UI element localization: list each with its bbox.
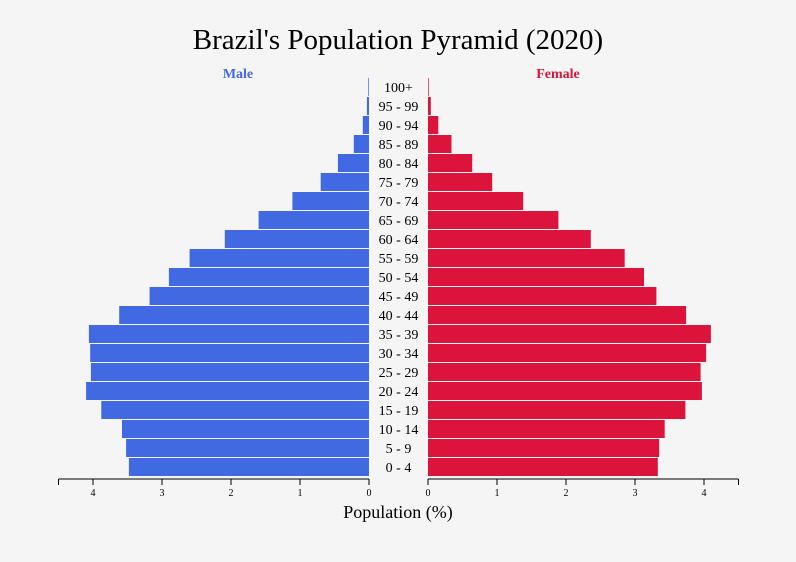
female-bar [428,344,707,362]
female-bar [428,78,429,96]
male-bars [86,78,370,476]
left-axis-tick-label: 3 [160,488,165,499]
age-group-label: 90 - 94 [379,119,419,134]
female-bar [428,211,559,229]
male-bar [320,173,369,191]
age-group-label: 55 - 59 [379,252,419,267]
age-group-label: 35 - 39 [379,328,419,343]
male-bar [362,116,369,134]
male-bar [337,154,369,172]
female-bar [428,268,644,286]
age-group-label: 15 - 19 [379,404,419,419]
age-group-labels: 0 - 4 5 - 9 10 - 14 15 - 19 20 - 24 25 - 29 30… [379,81,419,476]
age-group-label: 70 - 74 [379,195,419,210]
right-axis-tick-label: 0 [426,488,431,499]
age-group-label: 65 - 69 [379,214,419,229]
age-group-label: 5 - 9 [386,442,412,457]
left-axis-tick-label: 2 [229,488,234,499]
male-bar [168,268,369,286]
age-group-label: 95 - 99 [379,100,419,115]
female-bars [428,78,711,476]
female-bar [428,306,687,324]
left-axis-tick-label: 1 [298,488,303,499]
male-bar [90,344,369,362]
left-axis-tick-label: 4 [91,488,96,499]
age-group-label: 75 - 79 [379,176,419,191]
age-group-label: 45 - 49 [379,290,419,305]
female-bar [428,382,702,400]
male-bar [353,135,369,153]
right-axis-tick-label: 1 [495,488,500,499]
male-bar [122,420,369,438]
x-axis-label: Population (%) [343,502,453,523]
chart-title: Brazil's Population Pyramid (2020) [193,24,603,56]
right-axis-tick-label: 3 [633,488,638,499]
age-group-label: 50 - 54 [379,271,419,286]
female-bar [428,97,431,115]
male-bar [126,439,369,457]
male-bar [292,192,369,210]
male-bar [88,325,370,343]
left-x-axis: 0 1 2 3 4 [58,478,372,499]
male-bar [149,287,369,305]
male-bar [366,97,369,115]
female-bar [428,154,473,172]
female-bar [428,135,452,153]
right-x-axis: 0 1 2 3 4 [426,478,739,499]
male-bar [128,458,369,476]
female-bar [428,173,493,191]
female-bar [428,420,665,438]
female-bar [428,116,439,134]
legend-male-label: Male [223,67,253,82]
left-axis-tick-label: 0 [367,488,372,499]
age-group-label: 30 - 34 [379,347,419,362]
right-axis-tick-label: 4 [702,488,707,499]
female-bar [428,325,711,343]
male-bar [258,211,369,229]
male-bar [368,78,369,96]
female-bar [428,401,686,419]
female-bar [428,249,625,267]
right-axis-tick-label: 2 [564,488,569,499]
female-bar [428,287,657,305]
age-group-label: 10 - 14 [379,423,419,438]
age-group-label: 85 - 89 [379,138,419,153]
female-bar [428,458,658,476]
female-bar [428,363,701,381]
age-group-label: 40 - 44 [379,309,419,324]
male-bar [189,249,369,267]
age-group-label: 100+ [384,81,413,96]
age-group-label: 60 - 64 [379,233,419,248]
female-bar [428,230,591,248]
age-group-label: 25 - 29 [379,366,419,381]
male-bar [90,363,370,381]
male-bar [86,382,369,400]
male-bar [224,230,369,248]
age-group-label: 20 - 24 [379,385,419,400]
female-bar [428,192,524,210]
legend-female-label: Female [536,67,580,82]
male-bar [101,401,370,419]
age-group-label: 0 - 4 [386,461,412,476]
female-bar [428,439,660,457]
male-bar [119,306,369,324]
age-group-label: 80 - 84 [379,157,419,172]
